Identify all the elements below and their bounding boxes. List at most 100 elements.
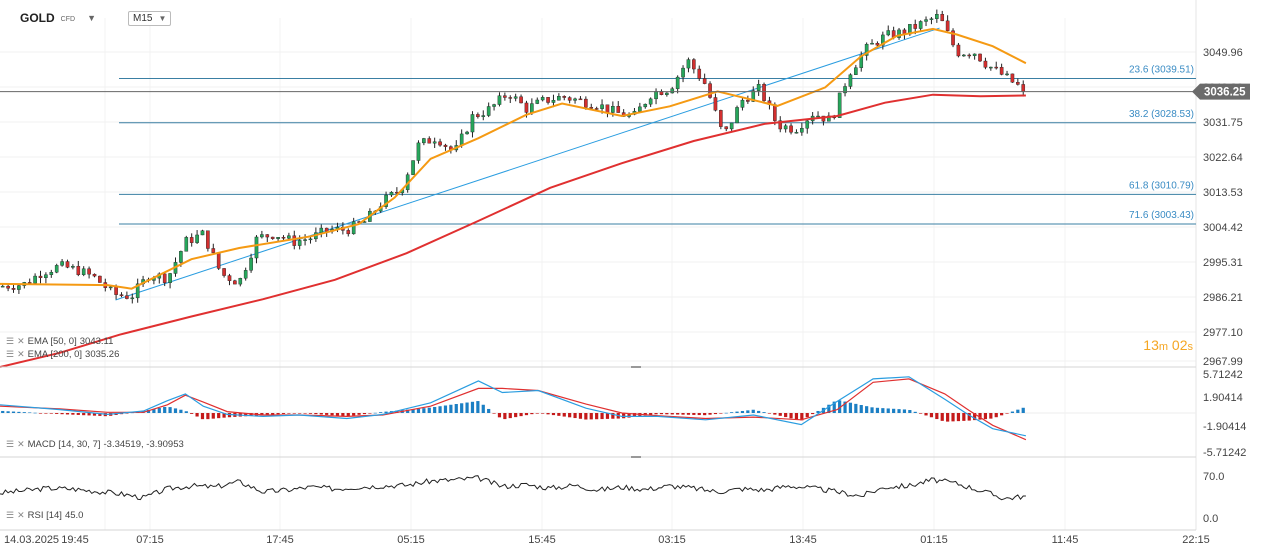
candle-body xyxy=(49,272,54,275)
candle-body xyxy=(594,108,599,110)
macd-histogram-bar xyxy=(713,413,718,415)
fib-level-label: 38.2 (3028.53) xyxy=(1129,109,1194,120)
macd-histogram-bar xyxy=(757,410,761,413)
menu-icon[interactable]: ☰ xyxy=(6,510,15,520)
candle-body xyxy=(837,92,842,118)
candle-body xyxy=(654,91,658,100)
candle-body xyxy=(276,237,280,239)
candle-body xyxy=(967,54,972,57)
candle-body xyxy=(486,106,491,116)
macd-histogram-bar xyxy=(76,413,80,415)
candle-body xyxy=(459,133,464,146)
macd-histogram-bar xyxy=(222,413,226,418)
timeframe-select[interactable]: M15 ▼ xyxy=(127,10,172,26)
rsi-label: RSI [14] xyxy=(27,510,62,521)
y-tick-label: 3031.75 xyxy=(1203,117,1243,129)
close-icon[interactable]: ✕ xyxy=(17,510,25,520)
candle-body xyxy=(222,268,226,276)
menu-icon[interactable]: ☰ xyxy=(6,349,15,359)
symbol-type: CFD xyxy=(60,16,76,23)
macd-histogram-bar xyxy=(676,413,680,415)
close-icon[interactable]: ✕ xyxy=(17,336,25,346)
macd-histogram-bar xyxy=(649,413,653,415)
candle-body xyxy=(438,141,442,146)
candle-body xyxy=(616,106,621,113)
candle-body xyxy=(686,59,691,69)
macd-histogram-bar xyxy=(659,413,664,415)
ema50-line xyxy=(0,27,1027,290)
candle-body xyxy=(270,236,275,239)
macd-histogram-bar xyxy=(573,413,577,419)
macd-histogram-bar xyxy=(530,413,534,415)
macd-histogram-bar xyxy=(146,409,151,413)
macd-histogram-bar xyxy=(422,408,426,413)
candle-body xyxy=(211,248,216,253)
menu-icon[interactable]: ☰ xyxy=(6,439,15,449)
candle-body xyxy=(443,144,448,147)
macd-histogram-bar xyxy=(600,413,604,420)
x-tick-label: 22:15 xyxy=(1182,534,1210,546)
candle-body xyxy=(135,283,140,299)
macd-histogram-bar xyxy=(595,413,599,420)
macd-histogram-bar xyxy=(1010,411,1015,413)
candle-body xyxy=(292,235,297,246)
macd-histogram-bar xyxy=(184,411,188,413)
macd-histogram-bar xyxy=(848,402,853,413)
macd-histogram-bar xyxy=(524,413,529,416)
macd-histogram-bar xyxy=(271,413,275,415)
candle-body xyxy=(535,99,540,104)
macd-histogram-bar xyxy=(519,413,523,417)
candle-body xyxy=(130,297,135,300)
symbol-name[interactable]: GOLD xyxy=(20,11,55,25)
rsi-legend: ☰ ✕ RSI [14] 45.0 xyxy=(6,510,83,521)
macd-histogram-bar xyxy=(341,413,345,417)
macd-label: MACD [14, 30, 7] xyxy=(27,439,101,450)
candle-body xyxy=(972,53,977,56)
timer-minutes-unit: m xyxy=(1158,341,1169,353)
macd-histogram-bar xyxy=(751,409,755,413)
candle-body xyxy=(76,265,81,275)
macd-histogram-bar xyxy=(924,413,928,416)
macd-histogram-bar xyxy=(335,413,340,416)
close-icon[interactable]: ✕ xyxy=(17,439,25,449)
ema200-line xyxy=(0,93,1026,368)
y-tick-label: 3004.42 xyxy=(1203,222,1243,234)
macd-histogram-bar xyxy=(470,401,475,413)
chart-toolbar: GOLD CFD ▼ M15 ▼ xyxy=(8,8,172,28)
y-tick-label: 2977.10 xyxy=(1203,327,1243,339)
macd-histogram-bar xyxy=(38,413,43,414)
macd-histogram-bar xyxy=(962,413,966,421)
candle-body xyxy=(179,251,183,263)
rsi-y-tick-label: 70.0 xyxy=(1203,471,1224,483)
x-tick-label: 19:45 xyxy=(61,534,89,546)
candle-body xyxy=(200,230,205,236)
macd-histogram-bar xyxy=(314,413,318,415)
macd-y-tick-label: -5.71242 xyxy=(1203,447,1246,459)
x-tick-label: 03:15 xyxy=(658,534,686,546)
candle-body xyxy=(935,14,939,19)
ema200-legend: ☰ ✕ EMA [200, 0] 3035.26 xyxy=(6,349,119,360)
candle-body xyxy=(476,114,480,117)
macd-histogram-bar xyxy=(951,413,955,422)
candle-body xyxy=(297,240,302,246)
candle-body xyxy=(740,99,745,108)
ema50-label: EMA [50, 0] xyxy=(27,336,77,347)
close-icon[interactable]: ✕ xyxy=(17,349,25,359)
fib-level-label: 23.6 (3039.51) xyxy=(1129,64,1194,75)
macd-histogram-bar xyxy=(454,404,458,413)
rsi-y-tick-label: 0.0 xyxy=(1203,513,1218,525)
candle-body xyxy=(184,237,189,252)
menu-icon[interactable]: ☰ xyxy=(6,336,15,346)
macd-histogram-bar xyxy=(568,413,572,418)
candle-body xyxy=(643,103,648,108)
candle-body xyxy=(303,239,307,241)
current-price-tag xyxy=(1192,83,1250,100)
macd-histogram-bar xyxy=(541,413,545,414)
macd-histogram-bar xyxy=(508,413,512,419)
macd-histogram-bar xyxy=(17,411,21,413)
symbol-dropdown-icon[interactable]: ▼ xyxy=(87,13,96,23)
macd-histogram-bar xyxy=(1021,407,1025,413)
macd-histogram-bar xyxy=(200,413,205,420)
fib-level-label: 71.6 (3003.43) xyxy=(1129,210,1194,221)
